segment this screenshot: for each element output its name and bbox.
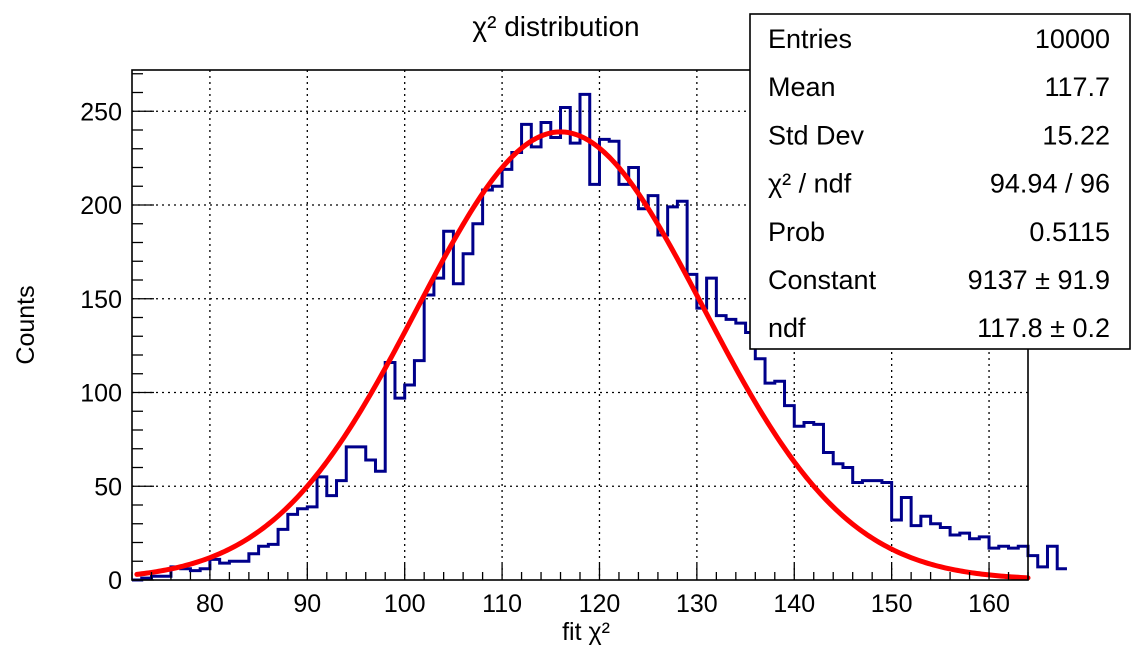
stats-value: 15.22 xyxy=(1042,120,1110,150)
x-tick-label: 80 xyxy=(196,590,224,618)
chart-title: χ² distribution xyxy=(472,11,639,42)
axis-ticks xyxy=(131,73,1029,581)
stats-label: Prob xyxy=(768,217,825,247)
stats-box: Entries 10000 Mean 117.7 Std Dev 15.22 χ² / nd… xyxy=(749,13,1131,350)
y-tick-label: 0 xyxy=(108,567,122,595)
y-tick-label: 200 xyxy=(80,192,122,220)
gaussian-fit-curve xyxy=(134,129,1031,581)
stats-label: χ² / ndf xyxy=(768,169,852,199)
x-tick-label: 120 xyxy=(579,590,621,618)
stats-value: 9137 ± 91.9 xyxy=(968,265,1110,295)
stats-label: Entries xyxy=(768,24,852,54)
y-tick-label: 250 xyxy=(80,98,122,126)
x-tick-label: 110 xyxy=(482,590,522,618)
stats-box-frame xyxy=(749,13,1131,350)
stats-value: 94.94 / 96 xyxy=(990,169,1110,199)
y-tick-labels: 0 50 100 150 200 250 xyxy=(80,98,122,595)
stats-value: 117.8 ± 0.2 xyxy=(977,313,1110,343)
stats-value: 0.5115 xyxy=(1029,217,1110,247)
stats-label: Mean xyxy=(768,72,836,102)
stats-value: 117.7 xyxy=(1044,72,1110,102)
y-tick-label: 150 xyxy=(80,286,122,314)
stats-value: 10000 xyxy=(1035,24,1110,54)
x-tick-label: 160 xyxy=(968,590,1010,618)
x-tick-label: 140 xyxy=(773,590,815,618)
y-axis-title: Counts xyxy=(12,285,40,364)
x-axis-title: fit χ² xyxy=(562,618,610,646)
x-tick-labels: 80 90 100 110 120 130 140 150 160 xyxy=(196,590,1010,618)
stats-label: ndf xyxy=(768,313,806,343)
x-tick-label: 150 xyxy=(871,590,913,618)
y-tick-label: 50 xyxy=(94,473,122,501)
stats-label: Std Dev xyxy=(768,120,865,150)
x-tick-label: 130 xyxy=(676,590,718,618)
x-tick-label: 90 xyxy=(293,590,321,618)
stats-label: Constant xyxy=(768,265,877,295)
histogram-bars xyxy=(132,92,1067,582)
x-tick-label: 100 xyxy=(384,590,426,618)
y-tick-label: 100 xyxy=(80,380,122,408)
